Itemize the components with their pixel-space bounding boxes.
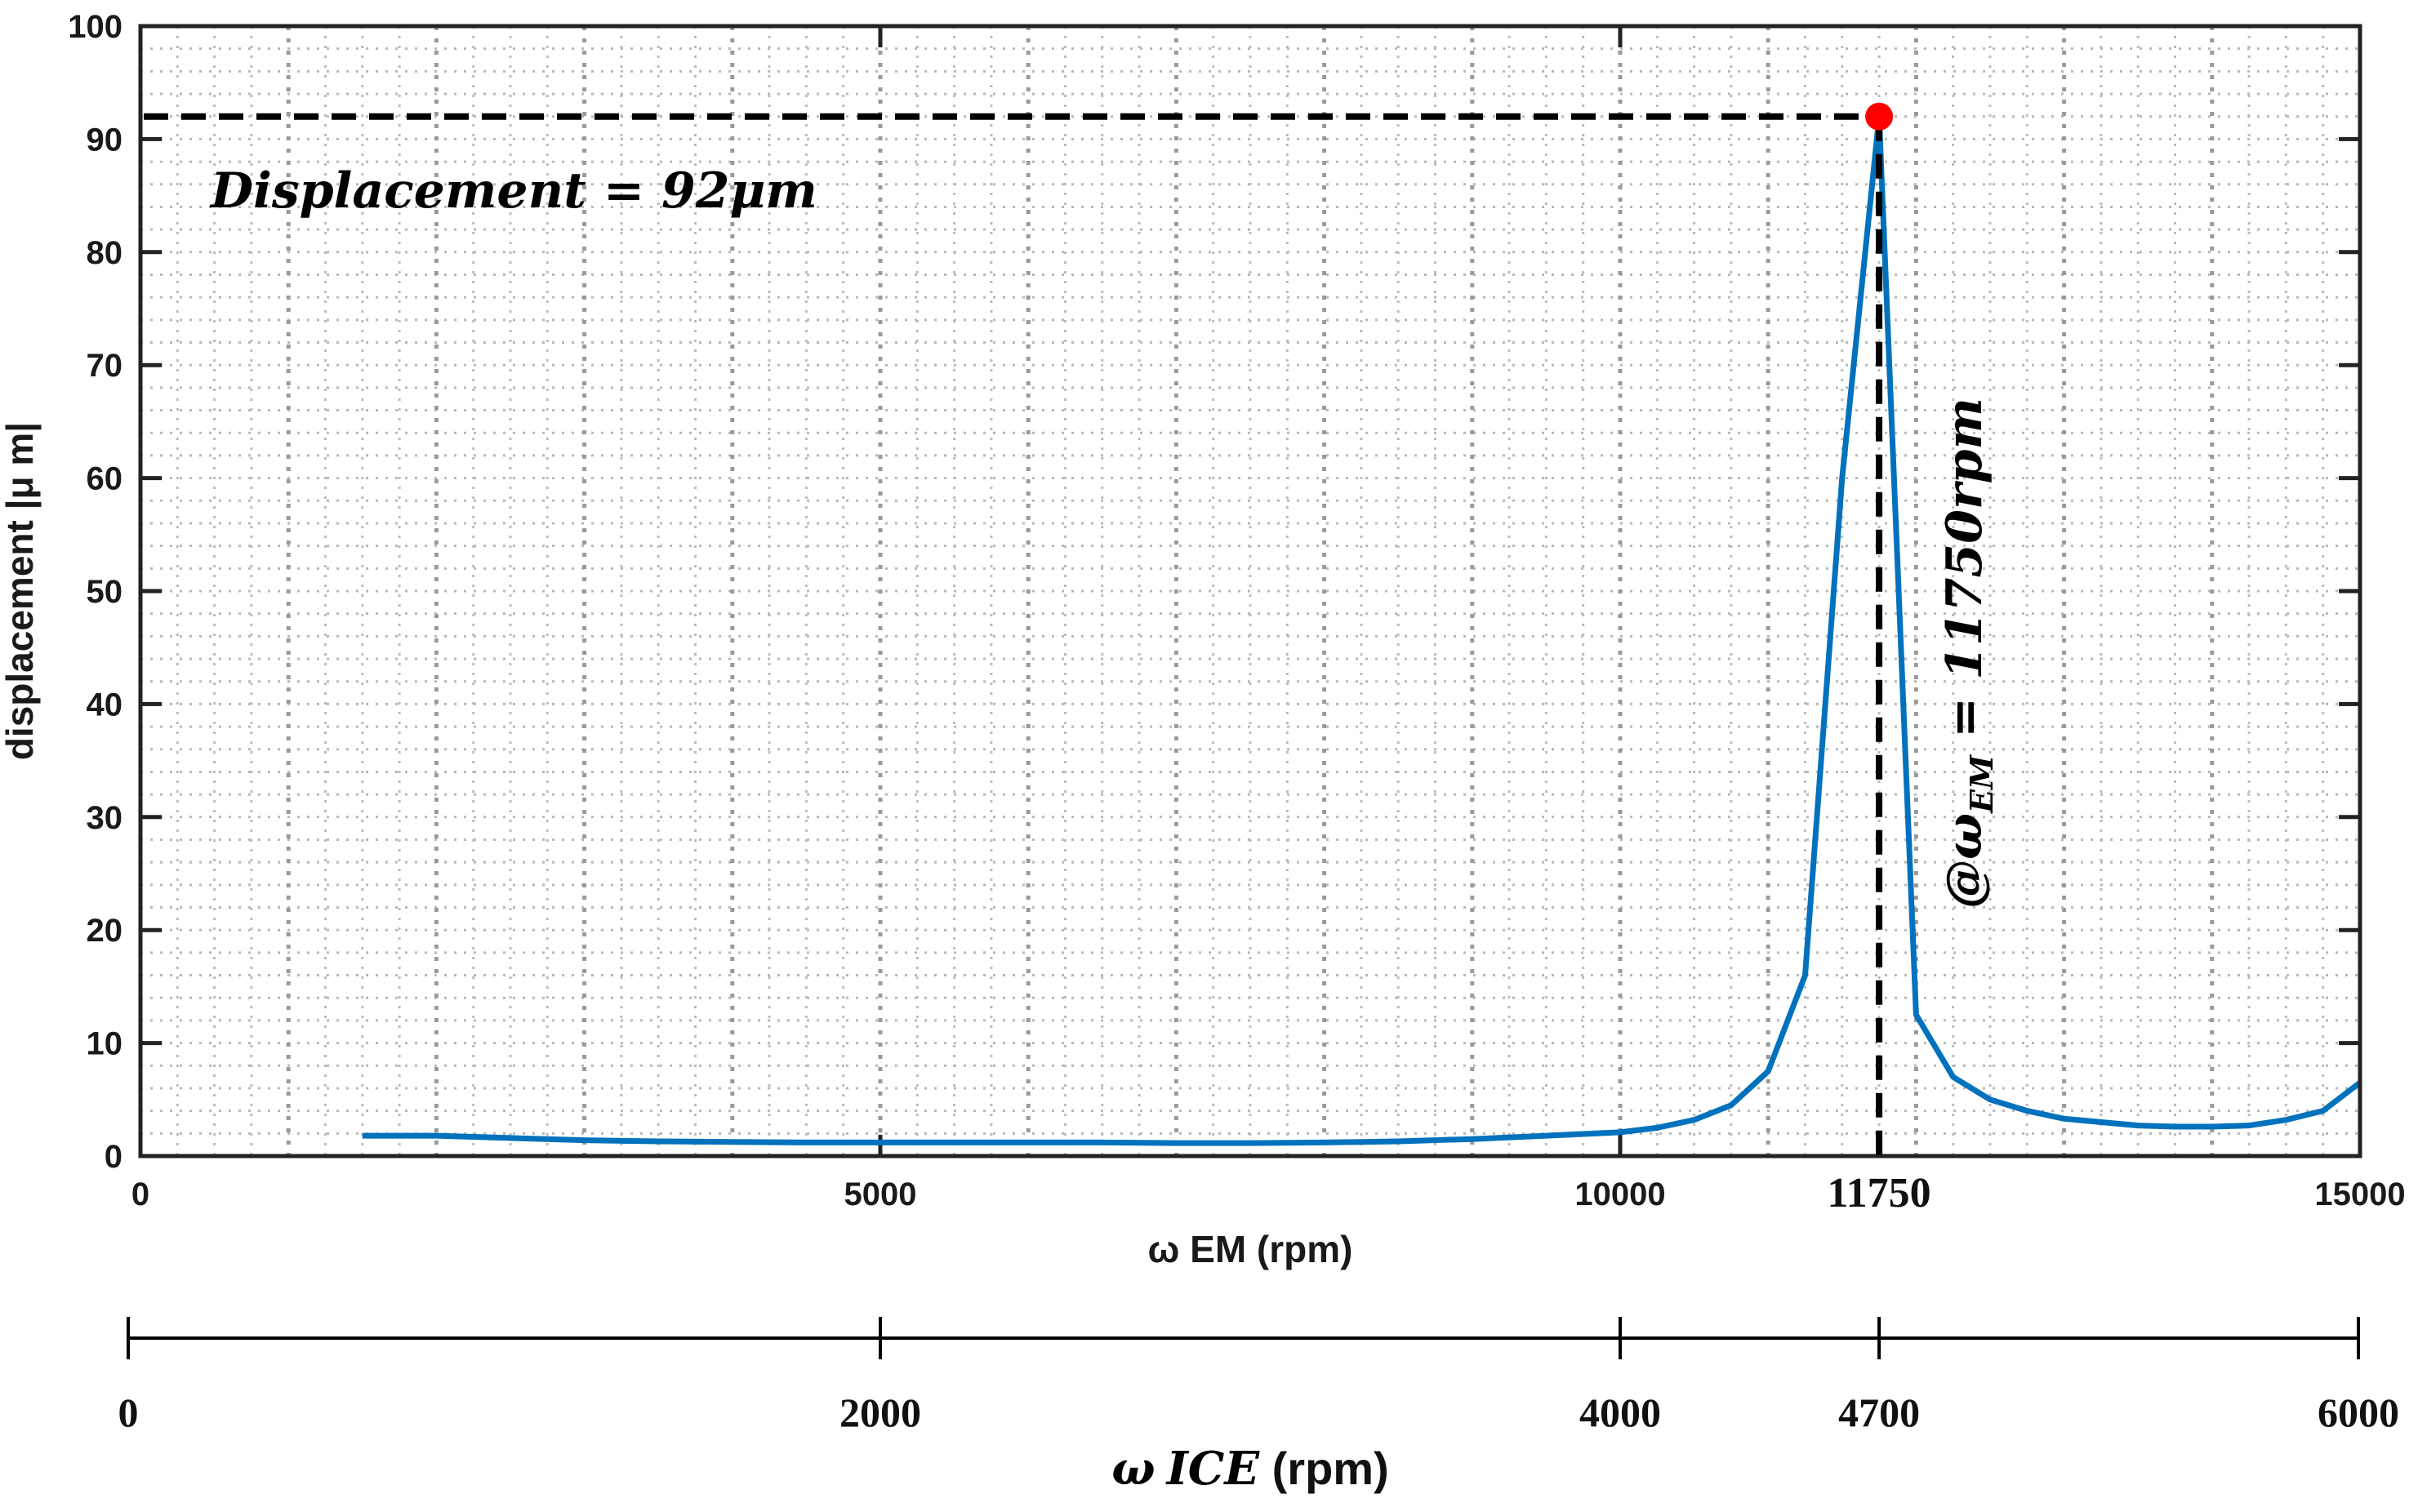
y-tick-label: 40: [87, 687, 123, 723]
secondary-axis-tick-labels: 0 2000 4000 4700 6000: [118, 1390, 2400, 1435]
y-tick-label: 0: [105, 1139, 122, 1175]
secondary-axis: 0 2000 4000 4700 6000: [118, 1317, 2400, 1435]
y-tick-label: 100: [68, 9, 122, 45]
secondary-axis-title-italic: ICE: [1165, 1442, 1261, 1496]
speed-annotation-suffix: = 11750rpm: [1936, 398, 1993, 755]
y-tick-label: 80: [87, 235, 123, 271]
peak-marker: [1865, 102, 1894, 131]
speed-annotation-subscript: EM: [1963, 754, 2000, 814]
y-tick-labels: 0 10 20 30 40 50 60 70 80 90 100: [68, 9, 122, 1175]
x-tick-label: 5000: [844, 1176, 917, 1212]
peak-x-tick-label: 11750: [1828, 1170, 1931, 1216]
y-tick-label: 60: [87, 461, 123, 497]
plot-frame: [138, 24, 2362, 1158]
y-tick-label: 70: [87, 348, 123, 384]
x-axis-title: ω EM (rpm): [1148, 1228, 1353, 1270]
x-tick-labels: 0 5000 10000 15000: [131, 1176, 2406, 1212]
secondary-axis-title: ω ICE (rpm): [1111, 1442, 1388, 1496]
secondary-tick-label: 4000: [1579, 1390, 1661, 1435]
secondary-axis-title-symbol: ω: [1111, 1442, 1155, 1496]
y-tick-label: 90: [87, 122, 123, 158]
x-tick-label: 10000: [1574, 1176, 1665, 1212]
x-tick-label: 15000: [2314, 1176, 2405, 1212]
secondary-axis-ticks: [127, 1317, 2360, 1359]
y-tick-label: 10: [87, 1026, 123, 1062]
secondary-tick-label: 2000: [839, 1390, 921, 1435]
x-tick-label: 0: [131, 1176, 149, 1212]
y-tick-label: 30: [87, 800, 123, 836]
secondary-tick-label: 6000: [2318, 1390, 2399, 1435]
secondary-tick-label: 4700: [1838, 1390, 1920, 1435]
grid: [140, 26, 2360, 1156]
y-tick-label: 50: [87, 574, 123, 610]
speed-annotation-prefix: @ω: [1936, 813, 1993, 909]
displacement-annotation: Displacement = 92μm: [209, 162, 817, 220]
series-area: [362, 113, 2362, 1146]
secondary-tick-label: 0: [118, 1390, 139, 1435]
speed-annotation: @ωEM = 11750rpm: [1936, 398, 2000, 909]
secondary-axis-title-units: (rpm): [1259, 1443, 1389, 1494]
series-line-displacement: [362, 113, 2362, 1146]
y-axis-title: displacement |μ m|: [0, 422, 41, 760]
y-tick-label: 20: [87, 913, 123, 949]
